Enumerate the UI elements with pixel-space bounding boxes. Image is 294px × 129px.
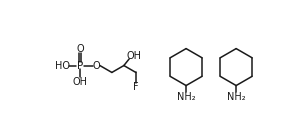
- Text: O: O: [92, 61, 100, 71]
- Text: P: P: [77, 61, 83, 71]
- Text: HO: HO: [55, 61, 70, 71]
- Text: OH: OH: [126, 51, 141, 61]
- Text: OH: OH: [72, 77, 87, 87]
- Text: NH₂: NH₂: [177, 92, 196, 102]
- Text: O: O: [76, 44, 84, 54]
- Text: NH₂: NH₂: [227, 92, 245, 102]
- Text: F: F: [133, 82, 139, 92]
